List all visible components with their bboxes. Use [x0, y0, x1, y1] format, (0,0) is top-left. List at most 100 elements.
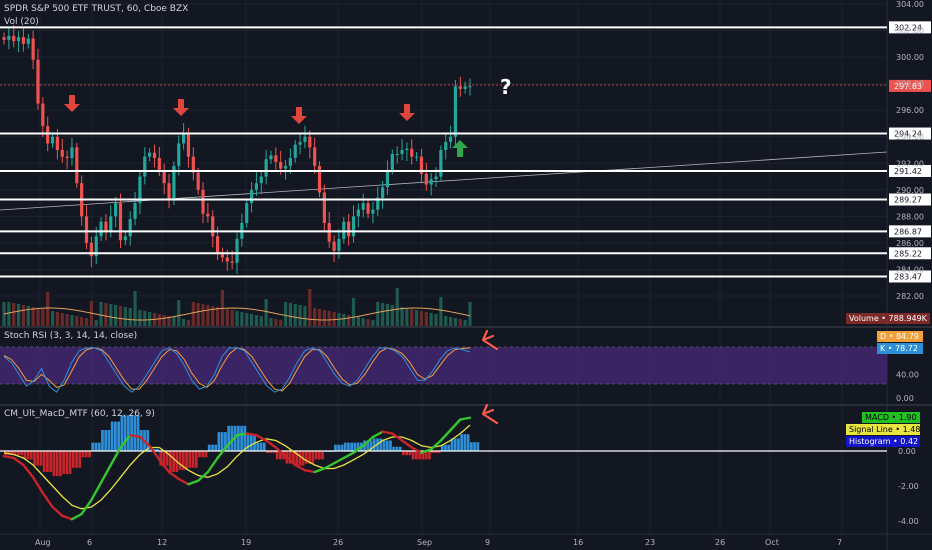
histogram-value-tag: Histogram • 0.42 [846, 436, 920, 447]
volume-bar [317, 309, 322, 326]
volume-bar [468, 302, 472, 326]
histogram-bar [269, 451, 273, 454]
histogram-bar [101, 430, 104, 451]
candle [293, 144, 297, 158]
macd-segment [216, 444, 229, 460]
histogram-bar [350, 442, 353, 451]
macd-tick: -2.00 [898, 482, 919, 491]
volume-bar [463, 320, 467, 326]
histogram-bar [26, 451, 30, 460]
histogram-bar [411, 451, 415, 460]
histogram-bar [75, 451, 78, 468]
histogram-bar [262, 442, 266, 451]
histogram-bar [169, 451, 172, 472]
histogram-bar [136, 415, 140, 451]
price-tick: 300.00 [896, 53, 924, 62]
volume-bar [167, 316, 171, 326]
histogram-bar [240, 425, 243, 451]
candle [235, 238, 239, 263]
candle [211, 216, 215, 237]
volume-bar [434, 314, 438, 326]
histogram-bar [379, 438, 383, 451]
histogram-bar [130, 415, 133, 451]
histogram-bar [453, 438, 457, 451]
macd-segment [381, 430, 394, 435]
macd-segment [294, 463, 307, 472]
time-tick: Sep [417, 538, 432, 547]
histogram-bar [295, 451, 298, 466]
candle [191, 156, 195, 173]
histogram-bar [201, 451, 205, 458]
time-tick: 9 [485, 538, 490, 547]
volume-bar [109, 304, 113, 326]
histogram-bar [288, 451, 292, 464]
histogram-bar [59, 451, 62, 477]
volume-bar [313, 308, 317, 326]
candle [308, 136, 312, 148]
candle [347, 221, 351, 237]
histogram-bar [78, 451, 82, 468]
histogram-bar [224, 432, 227, 451]
time-tick: 26 [715, 538, 725, 547]
down-arrow-icon [64, 95, 80, 112]
candle [424, 173, 428, 185]
time-tick: 16 [573, 538, 583, 547]
candle [99, 221, 103, 237]
candle [167, 183, 171, 201]
down-arrow-icon [173, 99, 189, 116]
histogram-bar [334, 444, 337, 451]
volume-bar [308, 289, 312, 326]
volume-bar [215, 307, 220, 326]
histogram-bar [385, 440, 389, 451]
histogram-bar [23, 451, 27, 460]
candle [36, 59, 40, 104]
macd-segment [410, 446, 423, 454]
histogram-bar [204, 451, 208, 458]
level-label: 283.47 [894, 272, 922, 281]
histogram-bar [249, 434, 253, 451]
histogram-bar [123, 415, 127, 451]
macd-segment [391, 432, 404, 442]
volume-bar [283, 302, 288, 326]
candle [109, 216, 113, 231]
histogram-bar [68, 451, 72, 475]
level-tag [889, 247, 931, 260]
volume-bar [41, 309, 45, 326]
candle [2, 37, 6, 40]
macd-segment [187, 479, 200, 486]
candle [157, 157, 161, 170]
candle [332, 241, 336, 251]
level-tag [889, 270, 931, 283]
candle [114, 203, 118, 217]
volume-bar [94, 320, 98, 326]
volume-bar [114, 305, 118, 326]
histogram-bar [470, 442, 473, 451]
histogram-bar [178, 451, 182, 470]
histogram-bar [114, 421, 117, 451]
histogram-bar [84, 451, 88, 458]
histogram-bar [117, 421, 120, 451]
histogram-bar [71, 451, 75, 468]
macd-signal-line [3, 424, 471, 510]
price-tick: 296.00 [896, 106, 924, 115]
price-tick: 304.00 [896, 0, 924, 9]
volume-bar [376, 302, 380, 326]
macd-segment [371, 430, 384, 439]
price-axis[interactable]: 304.00 302.00 300.00 298.00 296.00 294.00 292.… [896, 0, 924, 301]
candle [419, 156, 424, 174]
volume-bar [26, 306, 30, 326]
level-tag [889, 79, 931, 92]
macd-segment [119, 434, 132, 449]
histogram-bar [440, 444, 444, 451]
volume-bar [400, 307, 404, 326]
horizontal-levels[interactable]: 302.24 297.83 294.24 291.42 289.27 286.87 285.… [0, 21, 931, 283]
macd-segment [235, 432, 248, 437]
time-tick: 6 [87, 538, 92, 547]
time-axis[interactable]: Aug 6 12 19 26 Sep 9 16 23 26 Oct 7 [35, 538, 842, 547]
candle [206, 213, 210, 217]
macd-value-tag: MACD • 1.90 [862, 412, 920, 423]
signal-value-tag: Signal Line • 1.48 [846, 424, 920, 435]
candle [366, 203, 370, 214]
